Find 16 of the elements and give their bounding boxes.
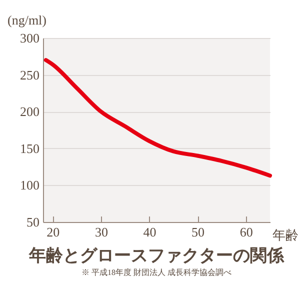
y-tick-label: 300 — [20, 30, 40, 46]
text: 年齢とグロースファクターの関係 — [28, 246, 285, 265]
line-series — [44, 58, 272, 178]
x-axis-title: 年齢 — [272, 228, 298, 242]
y-tick-label: 50 — [26, 214, 40, 230]
x-tick-label: 30 — [94, 224, 108, 240]
y-axis-title: (ng/ml) — [8, 12, 46, 28]
x-tick-label: 60 — [240, 224, 253, 240]
x-tick-label: 40 — [143, 224, 156, 240]
x-tick-label: 20 — [46, 224, 60, 240]
text: ※ 平成18年度 財団法人 成長科学協会調べ — [82, 268, 232, 277]
x-tick-label: 50 — [192, 224, 205, 240]
y-tick-label: 250 — [20, 67, 40, 82]
y-tick-label: 200 — [20, 104, 40, 120]
y-tick-label: 100 — [20, 178, 40, 193]
y-tick-label: 150 — [20, 140, 40, 156]
